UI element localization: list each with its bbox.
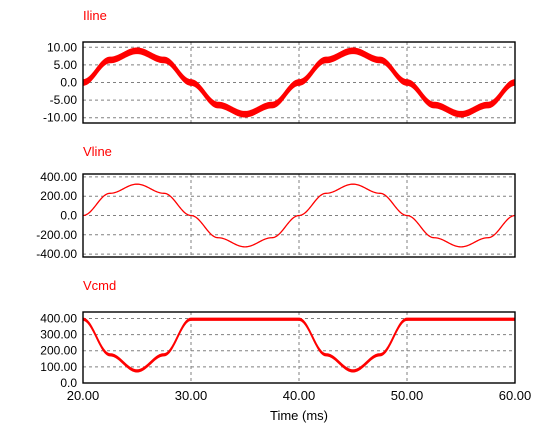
vline-plot-frame bbox=[82, 173, 516, 258]
vline-y-tick-label: 400.00 bbox=[40, 170, 77, 184]
vcmd-title: Vcmd bbox=[83, 278, 116, 293]
vline-trace-line bbox=[82, 183, 516, 248]
iline-y-tick-label: 10.00 bbox=[47, 40, 77, 54]
vline-y-tick-label: -400.00 bbox=[36, 247, 77, 261]
x-tick-label: 40.00 bbox=[283, 388, 316, 403]
vcmd-y-tick-label: 100.00 bbox=[40, 360, 77, 374]
vline-title: Vline bbox=[83, 144, 112, 159]
iline-y-tick-label: -10.00 bbox=[43, 111, 77, 125]
vcmd-y-tick-label: 300.00 bbox=[40, 328, 77, 342]
x-tick-label: 60.00 bbox=[499, 388, 532, 403]
x-tick-label: 50.00 bbox=[391, 388, 424, 403]
vcmd-y-tick-label: 400.00 bbox=[40, 311, 77, 325]
x-axis-label: Time (ms) bbox=[270, 408, 328, 423]
x-tick-label: 20.00 bbox=[67, 388, 100, 403]
iline-y-tick-label: 0.0 bbox=[60, 76, 77, 90]
vcmd-plot-frame bbox=[82, 311, 516, 384]
x-tick-label: 30.00 bbox=[175, 388, 208, 403]
iline-plot-frame bbox=[82, 41, 516, 124]
vcmd-y-tick-label: 200.00 bbox=[40, 344, 77, 358]
iline-title: Iline bbox=[83, 8, 107, 23]
iline-y-tick-label: -5.00 bbox=[50, 93, 78, 107]
iline-y-tick-label: 5.00 bbox=[54, 58, 78, 72]
vline-y-tick-label: -200.00 bbox=[36, 228, 77, 242]
vline-y-tick-label: 0.0 bbox=[60, 209, 77, 223]
vline-y-tick-label: 200.00 bbox=[40, 189, 77, 203]
vcmd-y-tick-label: 0.0 bbox=[60, 376, 77, 390]
